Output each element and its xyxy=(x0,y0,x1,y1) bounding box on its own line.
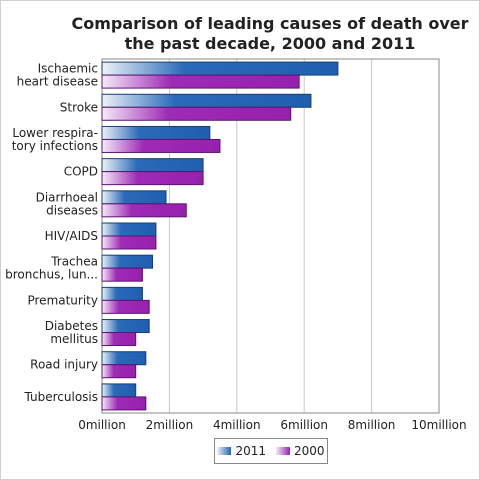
category-label: Stroke xyxy=(60,100,98,114)
bar-2011[interactable] xyxy=(101,286,143,301)
bar-2011[interactable] xyxy=(101,319,150,334)
bar-2011[interactable] xyxy=(101,383,137,398)
category-label: COPD xyxy=(64,165,98,179)
category-label: Tuberculosis xyxy=(24,390,99,404)
legend-swatch-2011 xyxy=(217,447,232,455)
legend-item-2011[interactable]: 2011 xyxy=(217,444,266,458)
x-tick-label: 8million xyxy=(348,418,396,432)
bar-2011[interactable] xyxy=(101,93,312,108)
x-tick-label: 4million xyxy=(213,418,261,432)
bar-2000[interactable] xyxy=(101,396,147,411)
bar-2000[interactable] xyxy=(101,74,300,89)
bar-2011[interactable] xyxy=(101,61,339,76)
legend-label-2011: 2011 xyxy=(235,444,266,458)
category-label: Ischaemic heart disease xyxy=(17,62,98,89)
bar-2000[interactable] xyxy=(101,171,204,186)
category-label: HIV/AIDS xyxy=(45,229,98,243)
bar-2000[interactable] xyxy=(101,203,187,218)
category-label: Lower respira-tory infections xyxy=(12,126,98,153)
bar-2011[interactable] xyxy=(101,254,154,269)
bar-2000[interactable] xyxy=(101,106,292,121)
bar-2000[interactable] xyxy=(101,235,157,250)
legend-label-2000: 2000 xyxy=(294,444,325,458)
x-tick-label: 6million xyxy=(280,418,328,432)
bar-2011[interactable] xyxy=(101,190,167,205)
bar-2000[interactable] xyxy=(101,267,143,282)
x-tick-label: 0million xyxy=(78,418,126,432)
category-label: Prematurity xyxy=(27,293,98,307)
bar-2011[interactable] xyxy=(101,158,204,173)
x-tick-label: 10million xyxy=(411,418,466,432)
bar-2000[interactable] xyxy=(101,364,137,379)
legend-item-2000[interactable]: 2000 xyxy=(276,444,325,458)
legend: 2011 2000 xyxy=(214,438,328,464)
bar-2011[interactable] xyxy=(101,222,157,237)
bar-2011[interactable] xyxy=(101,125,211,140)
category-label: Road injury xyxy=(30,358,98,372)
legend-swatch-2000 xyxy=(276,447,290,455)
x-tick-label: 2million xyxy=(146,418,194,432)
bar-2000[interactable] xyxy=(101,332,137,347)
category-label: Trachea bronchus, lun... xyxy=(5,255,98,282)
bar-2000[interactable] xyxy=(101,299,150,314)
category-label: Diabetes mellitus xyxy=(45,319,98,346)
category-label: Diarrhoeal diseases xyxy=(36,190,98,217)
bar-2011[interactable] xyxy=(101,351,147,366)
bar-2000[interactable] xyxy=(101,138,221,153)
chart-title: Comparison of leading causes of death ov… xyxy=(71,14,469,53)
